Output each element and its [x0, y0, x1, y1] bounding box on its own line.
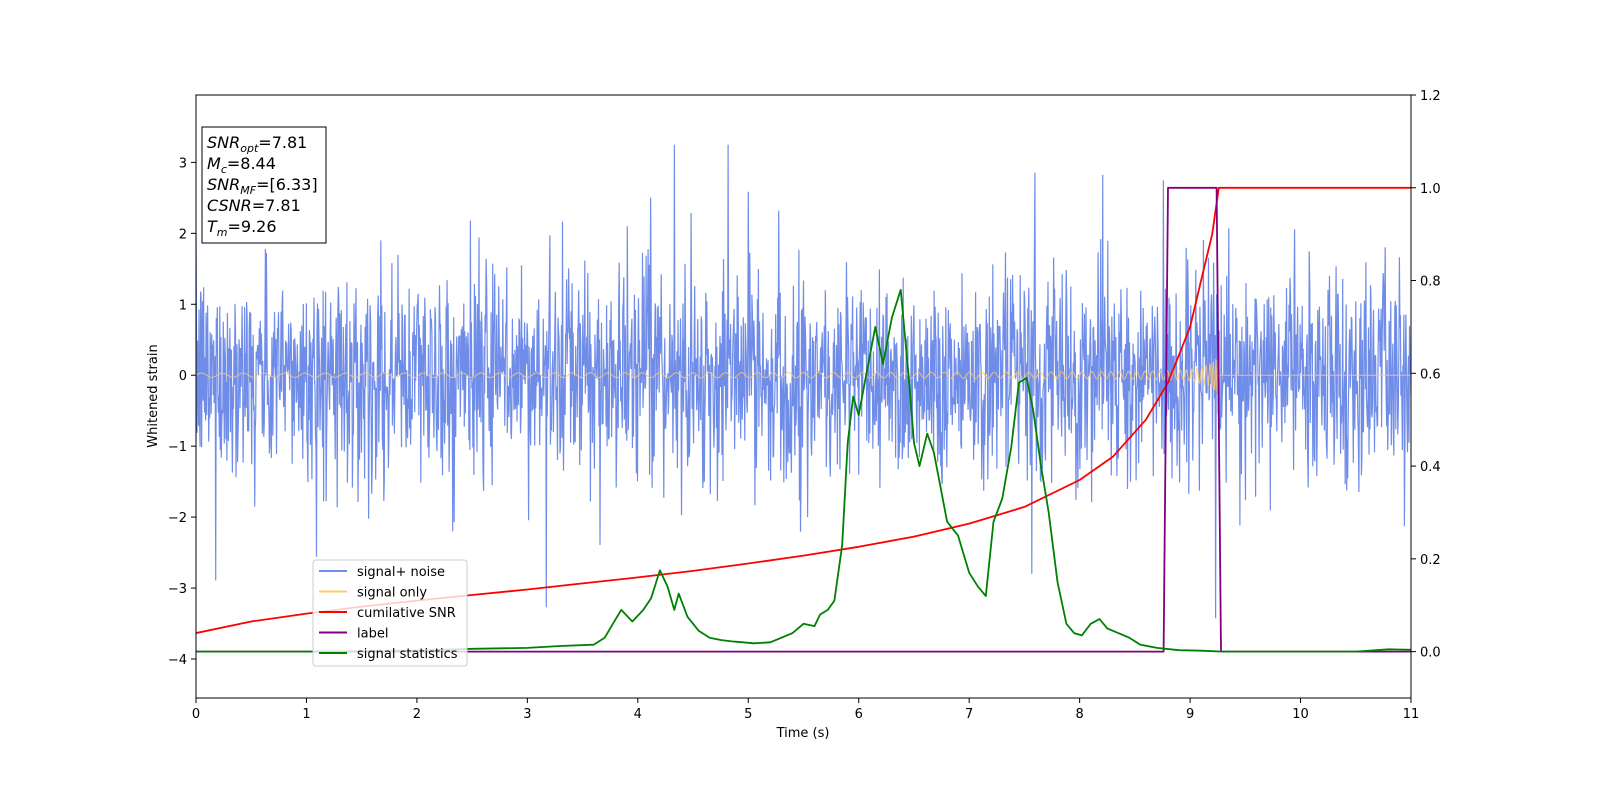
y-tick-label-right: 0.2: [1420, 553, 1441, 568]
y-tick-label-left: 3: [179, 156, 187, 171]
x-tick-label: 3: [523, 707, 531, 722]
legend-entry: cumilative SNR: [357, 606, 456, 621]
legend-entry: signal statistics: [357, 647, 458, 662]
y-axis-label: Whitened strain: [146, 344, 161, 447]
y-tick-label-right: 0.6: [1420, 367, 1441, 382]
x-tick-label: 4: [634, 707, 642, 722]
x-tick-label: 8: [1075, 707, 1083, 722]
x-tick-label: 10: [1292, 707, 1309, 722]
x-tick-label: 11: [1403, 707, 1420, 722]
y-tick-label-left: 1: [179, 298, 187, 313]
x-tick-label: 1: [302, 707, 310, 722]
y-axis-right: 0.0 0.2 0.4 0.6 0.8 1.0 1.2: [1411, 89, 1441, 661]
x-tick-label: 6: [855, 707, 863, 722]
legend-entry: label: [357, 627, 388, 642]
series-line-signal-only: [196, 352, 1411, 404]
annotation-line: CSNR=7.81: [207, 196, 301, 215]
legend: signal+ noise signal only cumilative SNR la…: [312, 559, 468, 667]
y-tick-label-left: 0: [179, 369, 187, 384]
y-tick-label-left: 2: [179, 227, 187, 242]
plot-frame: [195, 94, 1412, 699]
x-axis-label: Time (s): [776, 726, 830, 741]
x-tick-label: 7: [965, 707, 973, 722]
y-tick-label-right: 0.4: [1420, 460, 1441, 475]
legend-entry: signal only: [357, 586, 427, 601]
y-axis-left: −4 −3 −2 −1 0 1 2 3: [168, 156, 196, 668]
series-line-signal-noise: [196, 144, 1411, 619]
y-tick-label-left: −2: [168, 511, 187, 526]
y-tick-label-left: −1: [168, 440, 187, 455]
y-tick-label-right: 1.2: [1420, 89, 1441, 104]
x-axis: 0 1 2 3 4 5 6 7 8 9 10 11: [192, 698, 1419, 722]
x-tick-label: 2: [413, 707, 421, 722]
annotation-line: Mc=8.44: [207, 154, 276, 176]
y-tick-label-right: 0.8: [1420, 275, 1441, 290]
y-tick-label-left: −4: [168, 653, 187, 668]
y-tick-label-right: 0.0: [1420, 646, 1441, 661]
x-tick-label: 5: [744, 707, 752, 722]
annotation-line: SNRopt=7.81: [207, 133, 307, 155]
annotation-line: Tm=9.26: [207, 217, 277, 239]
annotation-frame: [201, 126, 327, 244]
y-tick-label-right: 1.0: [1420, 182, 1441, 197]
y-tick-label-left: −3: [168, 582, 187, 597]
x-tick-label: 0: [192, 707, 200, 722]
series-line-signal-statistics: [196, 288, 1411, 653]
legend-frame: [312, 559, 468, 667]
annotation-line: SNRMF=[6.33]: [207, 175, 318, 197]
legend-entry: signal+ noise: [357, 565, 445, 580]
x-tick-label: 9: [1186, 707, 1194, 722]
